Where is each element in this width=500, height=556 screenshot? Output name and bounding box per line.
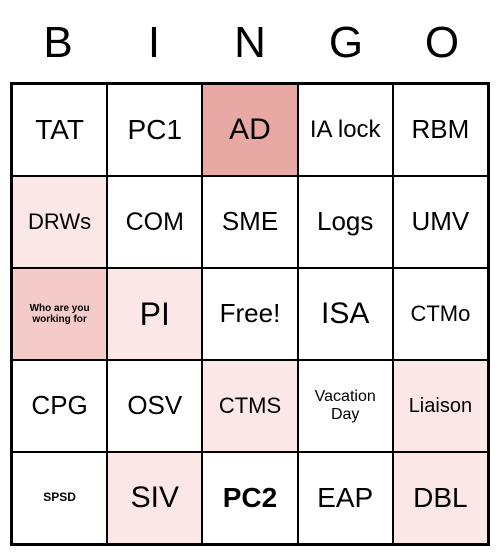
bingo-cell[interactable]: ISA [298,268,393,360]
header-letter-o: O [394,10,490,76]
bingo-cell[interactable]: Liaison [393,360,488,452]
bingo-cell[interactable]: Free! [202,268,297,360]
bingo-cell[interactable]: DBL [393,452,488,544]
bingo-cell[interactable]: Who are you working for [12,268,107,360]
bingo-header-row: B I N G O [10,10,490,76]
bingo-cell[interactable]: EAP [298,452,393,544]
bingo-cell[interactable]: CPG [12,360,107,452]
bingo-cell[interactable]: UMV [393,176,488,268]
header-letter-i: I [106,10,202,76]
header-letter-g: G [298,10,394,76]
bingo-cell[interactable]: Vacation Day [298,360,393,452]
bingo-cell[interactable]: SME [202,176,297,268]
header-letter-n: N [202,10,298,76]
bingo-cell[interactable]: DRWs [12,176,107,268]
bingo-cell[interactable]: IA lock [298,84,393,176]
bingo-cell[interactable]: PC1 [107,84,202,176]
bingo-cell[interactable]: TAT [12,84,107,176]
bingo-grid: TATPC1ADIA lockRBM DRWsCOMSMELogsUMV Who a… [10,82,490,546]
bingo-cell[interactable]: COM [107,176,202,268]
bingo-cell[interactable]: OSV [107,360,202,452]
bingo-cell[interactable]: CTMS [202,360,297,452]
bingo-cell[interactable]: SIV [107,452,202,544]
header-letter-b: B [10,10,106,76]
bingo-cell[interactable]: PC2 [202,452,297,544]
bingo-cell[interactable]: PI [107,268,202,360]
bingo-cell[interactable]: RBM [393,84,488,176]
bingo-cell[interactable]: Logs [298,176,393,268]
bingo-cell[interactable]: CTMo [393,268,488,360]
bingo-card: B I N G O TATPC1ADIA lockRBM DRWsCOMSMELo… [10,10,490,546]
bingo-cell[interactable]: AD [202,84,297,176]
bingo-cell[interactable]: SPSD [12,452,107,544]
